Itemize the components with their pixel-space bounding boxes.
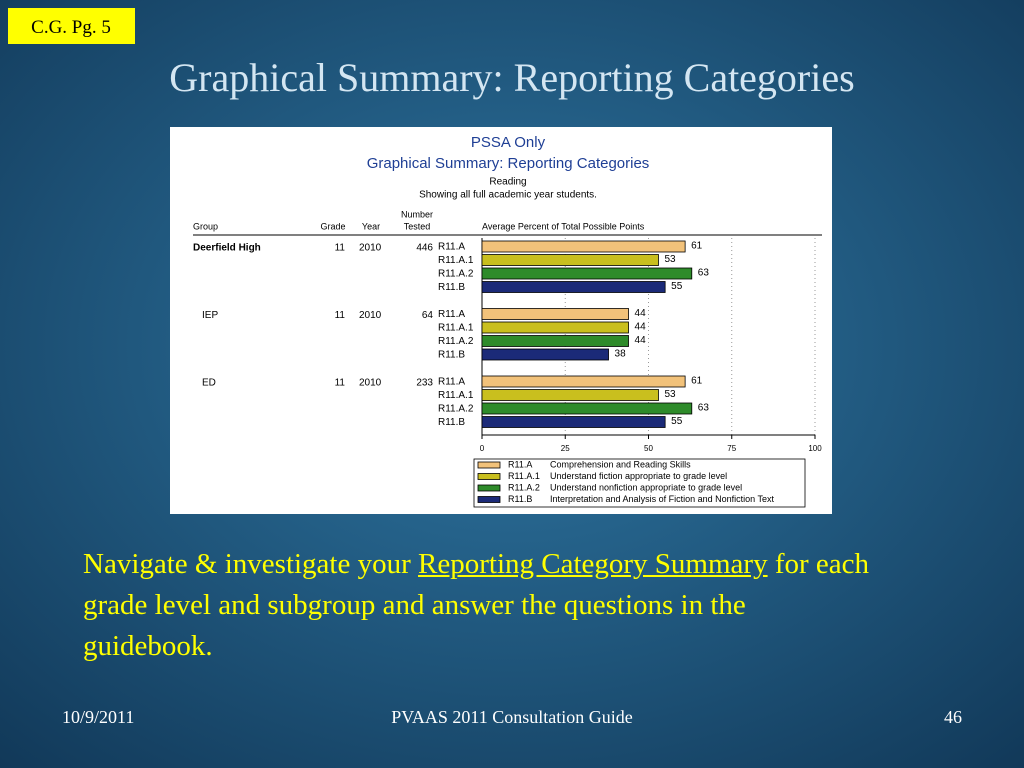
- row-label: R11.A.1: [438, 323, 474, 334]
- legend-name: R11.A: [508, 459, 532, 469]
- bar: [481, 281, 666, 293]
- legend-description: Comprehension and Reading Skills: [550, 459, 691, 469]
- body-after: for each grade level and subgroup and an…: [83, 548, 870, 662]
- row-label: R11.A.2: [438, 336, 474, 347]
- chart-subject: Reading: [489, 177, 526, 188]
- tag: C.G. Pg. 5: [31, 17, 111, 38]
- bar: [481, 402, 693, 415]
- col-header: Average Percent of Total Possible Points: [482, 221, 645, 231]
- chart-panel: [170, 127, 832, 514]
- x-tick-label: 75: [727, 444, 736, 453]
- body-before: Navigate & investigate your: [83, 548, 411, 580]
- x-tick-label: 25: [561, 444, 570, 453]
- row-label: R11.A: [438, 309, 465, 320]
- row-label: R11.A: [438, 242, 465, 253]
- chart: PSSA Only Graphical Summary: Reporting Ca…: [170, 127, 832, 514]
- footer-page: 46: [944, 707, 962, 727]
- value-label: 44: [635, 322, 647, 333]
- legend-name: R11.A.2: [508, 482, 540, 492]
- tag-box: [8, 8, 135, 44]
- row-label: R11.A.2: [438, 404, 474, 415]
- bar: [481, 321, 629, 334]
- bar: [481, 348, 609, 361]
- row-label: R11.A: [438, 377, 465, 388]
- chart-title: PSSA Only: [471, 134, 546, 151]
- x-tick-label: 50: [644, 444, 653, 453]
- x-tick-label: 0: [480, 444, 485, 453]
- group-tested: 446: [416, 243, 433, 254]
- value-label: 44: [635, 308, 647, 319]
- bar: [481, 267, 693, 280]
- bar: [481, 375, 686, 388]
- body-text: Navigate & investigate your Reporting Ca…: [83, 544, 873, 667]
- footer-center: PVAAS 2011 Consultation Guide: [391, 707, 633, 727]
- bar: [481, 240, 686, 253]
- group-name: Deerfield High: [193, 243, 261, 254]
- chart-subtitle: Graphical Summary: Reporting Categories: [367, 155, 650, 172]
- col-header: Year: [362, 221, 380, 231]
- x-tick-label: 100: [808, 444, 822, 453]
- group-year: 2010: [359, 310, 382, 321]
- value-label: 63: [698, 268, 710, 279]
- legend-swatch: [477, 473, 501, 480]
- bar: [481, 389, 659, 401]
- legend-description: Interpretation and Analysis of Fiction a…: [550, 494, 774, 504]
- legend-swatch: [477, 461, 501, 469]
- row-label: R11.A.2: [438, 269, 474, 280]
- col-header: Tested: [404, 221, 431, 231]
- chart-note: Showing all full academic year students.: [419, 190, 597, 201]
- legend-name: R11.B: [508, 494, 532, 504]
- row-label: R11.A.1: [438, 390, 474, 401]
- col-header: Number: [401, 209, 433, 219]
- col-header: Group: [193, 221, 218, 231]
- value-label: 55: [671, 281, 683, 292]
- legend-box: [473, 458, 806, 508]
- value-label: 38: [615, 349, 627, 360]
- value-label: 44: [635, 335, 647, 346]
- legend-swatch: [477, 484, 501, 492]
- bar: [481, 416, 666, 428]
- footer-date: 10/9/2011: [62, 707, 134, 727]
- group-tested: 64: [422, 310, 434, 321]
- value-label: 53: [664, 389, 676, 400]
- body-link[interactable]: Reporting Category Summary: [418, 548, 768, 580]
- group-year: 2010: [359, 243, 382, 254]
- slide-title: Graphical Summary: Reporting Categories: [169, 55, 854, 100]
- group-name: ED: [202, 378, 216, 389]
- legend-description: Understand fiction appropriate to grade …: [550, 471, 727, 481]
- col-header: Grade: [320, 221, 345, 231]
- bar: [481, 335, 629, 347]
- bar: [481, 254, 659, 266]
- group-grade: 11: [335, 378, 346, 389]
- group-tested: 233: [416, 378, 433, 389]
- group-grade: 11: [335, 243, 346, 254]
- row-label: R11.A.1: [438, 255, 474, 266]
- group-name: IEP: [202, 310, 218, 321]
- row-label: R11.B: [438, 417, 465, 428]
- bar: [481, 308, 629, 320]
- legend-description: Understand nonfiction appropriate to gra…: [550, 482, 742, 492]
- row-label: R11.B: [438, 350, 465, 361]
- value-label: 61: [691, 241, 703, 252]
- row-label: R11.B: [438, 282, 465, 293]
- value-label: 61: [691, 376, 703, 387]
- value-label: 63: [698, 403, 710, 414]
- group-grade: 11: [335, 310, 346, 321]
- legend-swatch: [477, 496, 501, 503]
- legend-name: R11.A.1: [508, 471, 540, 481]
- value-label: 53: [664, 254, 676, 265]
- group-year: 2010: [359, 378, 382, 389]
- value-label: 55: [671, 416, 683, 427]
